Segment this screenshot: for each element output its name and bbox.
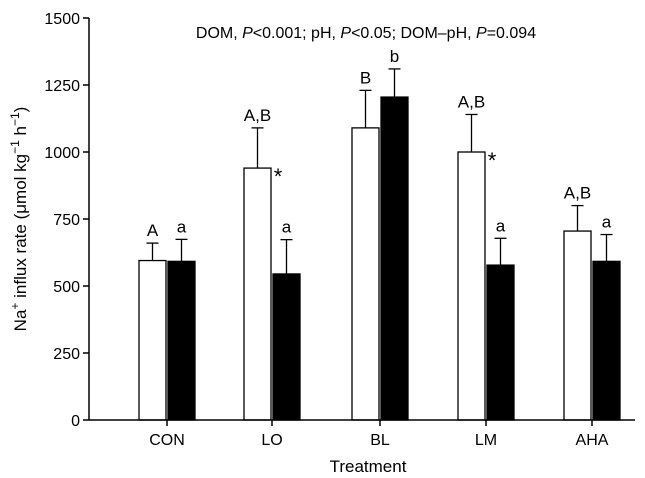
x-tick-label: BL xyxy=(370,432,390,449)
bar-series1-bl xyxy=(351,127,380,421)
x-tick-label: LM xyxy=(475,432,497,449)
significance-letter: A,B xyxy=(244,106,271,125)
x-tick-label: CON xyxy=(149,432,185,449)
stats-annotation-part: P xyxy=(476,25,487,42)
bar-series2-lm xyxy=(486,264,515,421)
significance-letter: A,B xyxy=(458,92,485,111)
asterisk-mark: * xyxy=(488,148,497,173)
y-tick-label: 1500 xyxy=(44,11,80,28)
bar-series1-lo xyxy=(243,167,272,421)
x-tick-label: LO xyxy=(261,432,282,449)
y-tick-label: 1000 xyxy=(44,145,80,162)
bar-series2-bl xyxy=(380,96,409,421)
y-axis-title-part: −1 xyxy=(8,140,22,154)
stats-annotation-part: DOM, xyxy=(196,25,242,42)
y-axis-title-part: h xyxy=(11,126,30,140)
stats-annotation-part: =0.094 xyxy=(487,25,536,42)
bar-series1-aha xyxy=(563,230,592,421)
stats-annotation-part: <0.001; pH, xyxy=(253,25,341,42)
y-axis-title-part: + xyxy=(8,303,22,310)
significance-letter: a xyxy=(496,216,506,235)
x-tick-label: AHA xyxy=(576,432,609,449)
significance-letter: b xyxy=(390,47,399,66)
stats-annotation: DOM, P<0.001; pH, P<0.05; DOM–pH, P=0.09… xyxy=(196,25,536,42)
y-tick-label: 250 xyxy=(53,346,80,363)
significance-letter: a xyxy=(602,213,612,232)
chart-text: 0 250 500 750 1000 1250 1500 CON LO BL LM AHA A A,B B A… xyxy=(8,11,612,476)
significance-letter: A xyxy=(147,221,159,240)
y-tick-label: 1250 xyxy=(44,78,80,95)
y-tick-label: 0 xyxy=(71,413,80,430)
stats-annotation-part: P xyxy=(242,25,253,42)
y-tick-label: 500 xyxy=(53,279,80,296)
plot-area xyxy=(138,68,621,421)
bar-series1-con xyxy=(138,259,167,421)
bar-series2-lo xyxy=(272,273,301,421)
bar-series2-aha xyxy=(592,260,621,421)
asterisk-mark: * xyxy=(274,164,283,189)
x-axis-title: Treatment xyxy=(330,457,407,476)
significance-letter: a xyxy=(282,218,292,237)
y-axis-title-part: Na xyxy=(11,309,30,331)
bar-series2-con xyxy=(167,260,196,421)
significance-letter: a xyxy=(177,217,187,236)
stats-annotation-part: P xyxy=(340,25,351,42)
y-axis-title-part: −1 xyxy=(8,112,22,126)
significance-letter: B xyxy=(360,68,371,87)
axes xyxy=(83,17,635,426)
significance-letter: A,B xyxy=(564,184,591,203)
y-tick-label: 750 xyxy=(53,212,80,229)
y-axis-title-part: influx rate (μmol kg xyxy=(11,154,30,303)
stats-annotation-part: <0.05; DOM–pH, xyxy=(351,25,476,42)
bar-series1-lm xyxy=(457,151,486,421)
y-axis-title: Na+ influx rate (μmol kg−1 h−1) xyxy=(8,107,30,332)
y-axis-title-part: ) xyxy=(11,107,30,113)
